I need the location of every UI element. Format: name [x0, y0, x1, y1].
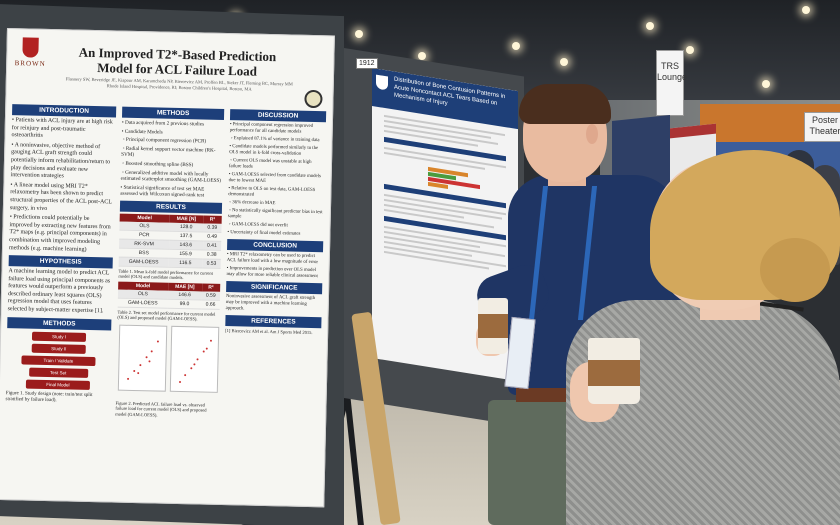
scatter-plots-figure	[116, 323, 220, 403]
flow-step: Final Model	[25, 379, 91, 390]
poster-column-2: METHODS • Data acquired from 2 previous …	[115, 104, 225, 420]
brown-logo-text: BROWN	[14, 59, 46, 68]
coffee-cup	[588, 338, 640, 404]
section-introduction: INTRODUCTION	[12, 104, 117, 118]
section-conclusion: CONCLUSION	[227, 239, 324, 253]
ceiling-light	[560, 58, 568, 66]
table2-caption: Table 2. Test set model performance for …	[117, 309, 216, 322]
results-table-2: Model MAE [N] R² OLS 146.6 0.59 GAM-LOESS 9…	[117, 281, 221, 310]
flow-step: Study II	[31, 343, 86, 354]
figure1-caption: Figure 1. Study design (note: train/test…	[5, 390, 93, 403]
introduction-text: • Patients with ACL injury are at high r…	[8, 117, 113, 253]
poster-left: BROWN An Improved T2*-Based Prediction M…	[0, 28, 335, 508]
scatter-plot-ols	[117, 324, 168, 392]
section-discussion: DISCUSSION	[229, 109, 327, 123]
section-hypothesis: HYPOTHESIS	[8, 255, 113, 269]
section-significance: SIGNIFICANCE	[226, 281, 323, 295]
ceiling-light	[802, 6, 810, 14]
ceiling-light	[355, 30, 363, 38]
table-row: GAM-LOESS 99.0 0.66	[117, 298, 220, 310]
poster-title: An Improved T2*-Based Prediction Model f…	[78, 44, 277, 79]
hypothesis-text: A machine learning model to predict ACL …	[7, 268, 111, 315]
conclusion-text: • MRI T2* relaxometry can be used to pre…	[226, 252, 319, 280]
ceiling-light	[512, 42, 520, 50]
poster-header: BROWN An Improved T2*-Based Prediction M…	[6, 29, 334, 109]
lounge-sign: TRS Lounge	[656, 50, 687, 116]
institution-seal-icon	[304, 89, 323, 109]
woman-hair-bun	[760, 238, 830, 302]
table1-caption: Table 1. Mean k-fold model performance f…	[118, 268, 213, 281]
university-logo-icon	[376, 74, 388, 91]
section-results: RESULTS	[119, 200, 223, 214]
flow-step: Study I	[31, 331, 87, 342]
significance-text: Noninvasive assessment of ACL graft stre…	[225, 294, 316, 312]
methods-text: • Data acquired from 2 previous studies …	[120, 119, 222, 199]
section-methods: METHODS	[121, 106, 225, 120]
flow-step: Train / Validate	[21, 355, 96, 366]
table-row: GAM-LOESS 116.5 0.53	[118, 257, 221, 269]
man-ear	[586, 124, 598, 144]
scatter-plot-gam-loess	[169, 325, 220, 393]
poster-theater-sign: Poster Theater	[804, 112, 840, 142]
section-methods-figure: METHODS	[7, 316, 112, 331]
poster-column-3: DISCUSSION • Principal component regress…	[225, 106, 327, 336]
board-number-middle: 1912	[356, 58, 378, 69]
ceiling-light	[686, 46, 694, 54]
flow-step: Test Set	[28, 367, 88, 378]
figure2-caption: Figure 2. Predicted ACL failure load vs.…	[115, 400, 207, 418]
poster-middle-body	[372, 106, 518, 281]
cup-sleeve	[588, 360, 640, 386]
man-hair	[519, 84, 611, 124]
discussion-text: • Principal component regression improve…	[227, 122, 323, 237]
brown-shield-icon	[22, 37, 39, 58]
cup-sleeve	[478, 314, 508, 338]
ceiling-light	[646, 22, 654, 30]
ceiling-light	[762, 80, 770, 88]
references-text: [1] Biercevicz AM et al. Am J Sports Med…	[225, 328, 313, 336]
results-table-1: Model MAE [N] R² OLS 128.0 0.39 PCR 137.5 0.…	[118, 213, 222, 269]
section-references: REFERENCES	[225, 315, 322, 329]
brown-logo: BROWN	[13, 37, 48, 68]
poster-column-1: INTRODUCTION • Patients with ACL injury …	[5, 101, 117, 405]
coffee-cup	[478, 298, 508, 354]
ceiling-light	[418, 52, 426, 60]
study-design-flowchart: Study I Study II Train / Validate Test S…	[6, 331, 111, 390]
